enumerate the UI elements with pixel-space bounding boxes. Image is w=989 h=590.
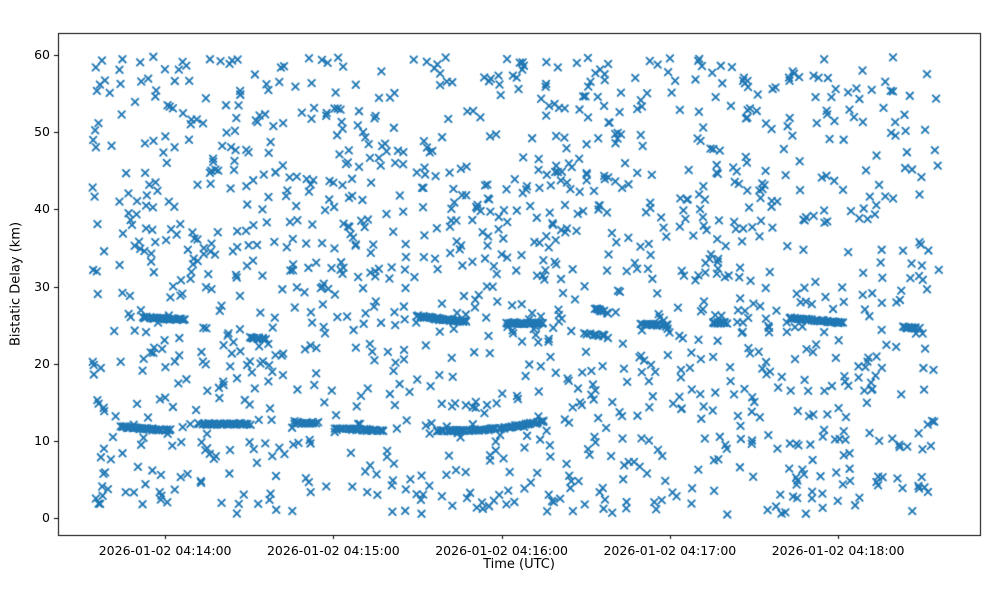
- x-tick-label-1: 2026-01-02 04:15:00: [266, 543, 400, 558]
- x-axis-label: Time (UTC): [483, 557, 555, 572]
- y-tick-label-4: 40: [34, 201, 50, 217]
- y-tick-label-2: 20: [34, 355, 50, 371]
- y-tick-label-3: 30: [34, 278, 50, 294]
- x-tick-label-4: 2026-01-02 04:18:00: [771, 543, 905, 558]
- y-tick-label-1: 10: [34, 432, 50, 448]
- x-tick-label-2: 2026-01-02 04:16:00: [435, 543, 568, 558]
- y-tick-label-6: 60: [34, 46, 50, 62]
- x-tick-label-3: 2026-01-02 04:17:00: [603, 543, 737, 558]
- y-tick-label-0: 0: [42, 510, 50, 526]
- x-tick-label-0: 2026-01-02 04:14:00: [98, 543, 232, 558]
- y-tick-label-5: 50: [34, 124, 50, 140]
